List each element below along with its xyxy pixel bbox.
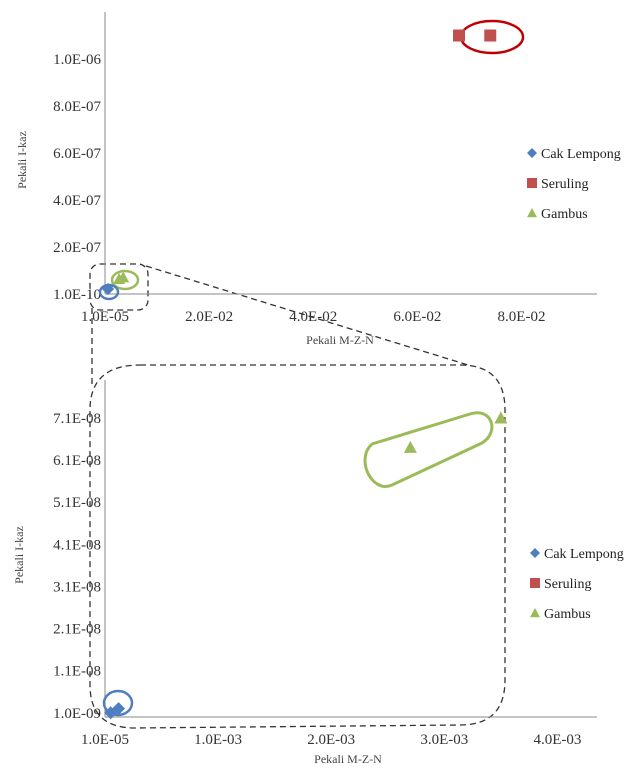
cak-lempong-point	[112, 702, 126, 716]
gambus-point	[494, 411, 508, 424]
top-y-axis-title: Pekali I-kaz	[15, 131, 29, 189]
bot-y-tick-label: 1.1E-08	[53, 664, 101, 680]
bot-y-tick-label: 2.1E-08	[53, 622, 101, 638]
bot-y-tick-label: 1.0E-09	[53, 706, 101, 722]
legend-marker-gambus	[530, 608, 540, 618]
legend-marker-seruling	[527, 178, 537, 188]
bot-x-tick-label: 1.0E-05	[81, 732, 129, 748]
legend-label: Seruling	[544, 577, 591, 592]
top-x-tick-label: 1.0E-05	[81, 309, 129, 325]
bot-x-tick-label: 3.0E-03	[420, 732, 468, 748]
top-x-tick-label: 8.0E-02	[498, 309, 546, 325]
seruling-point	[484, 29, 497, 42]
gambus-highlight-ellipse-bottom	[363, 411, 494, 488]
top-y-tick-label: 4.0E-07	[53, 193, 101, 209]
bot-y-tick-label: 7.1E-08	[53, 411, 101, 427]
seruling-point	[453, 29, 466, 42]
top-y-ticks: 1.0E-10 2.0E-07 4.0E-07 6.0E-07 8.0E-07 1.0E-…	[53, 52, 101, 303]
gambus-point	[403, 440, 417, 453]
bottom-y-axis-title: Pekali I-kaz	[12, 526, 26, 584]
legend-marker-cak-lempong	[527, 148, 537, 158]
legend-label: Cak Lempong	[544, 547, 624, 562]
top-y-tick-label: 1.0E-10	[53, 287, 101, 303]
top-y-tick-label: 6.0E-07	[53, 146, 101, 162]
gambus-point	[117, 271, 130, 283]
bottom-x-ticks: 1.0E-05 1.0E-03 2.0E-03 3.0E-03 4.0E-03	[81, 732, 581, 748]
bottom-data-points	[104, 411, 508, 720]
top-y-tick-label: 1.0E-06	[53, 52, 101, 68]
top-data-points	[102, 29, 497, 295]
bot-x-tick-label: 2.0E-03	[307, 732, 355, 748]
zoom-callout	[89, 263, 506, 729]
top-chart: 1.0E-10 2.0E-07 4.0E-07 6.0E-07 8.0E-07 1.0E-…	[15, 12, 621, 347]
bottom-chart: 1.0E-09 1.1E-08 2.1E-08 3.1E-08 4.1E-08 5.1E-…	[12, 380, 624, 766]
top-y-tick-label: 8.0E-07	[53, 99, 101, 115]
zoom-target-box	[89, 364, 506, 729]
bot-x-tick-label: 1.0E-03	[194, 732, 242, 748]
zoom-source-box	[89, 263, 149, 311]
legend-label: Cak Lempong	[541, 147, 621, 162]
top-y-tick-label: 2.0E-07	[53, 240, 101, 256]
bottom-legend: Cak Lempong Seruling Gambus	[530, 547, 624, 622]
top-x-tick-label: 6.0E-02	[393, 309, 441, 325]
legend-marker-gambus	[527, 208, 537, 218]
legend-label: Gambus	[544, 607, 591, 622]
top-x-tick-label: 2.0E-02	[185, 309, 233, 325]
legend-marker-seruling	[530, 578, 540, 588]
top-x-tick-label: 4.0E-02	[289, 309, 337, 325]
legend-label: Seruling	[541, 177, 588, 192]
legend-marker-cak-lempong	[530, 548, 540, 558]
bottom-y-ticks: 1.0E-09 1.1E-08 2.1E-08 3.1E-08 4.1E-08 5.1E-…	[53, 411, 101, 722]
cak-lempong-point	[102, 283, 114, 295]
bot-y-tick-label: 4.1E-08	[53, 537, 101, 553]
gambus-highlight-ellipse-top	[110, 269, 140, 291]
cak-lempong-highlight-ellipse-bottom	[102, 689, 134, 717]
bot-y-tick-label: 6.1E-08	[53, 453, 101, 469]
top-x-ticks: 1.0E-05 2.0E-02 4.0E-02 6.0E-02 8.0E-02	[81, 309, 545, 325]
bot-x-tick-label: 4.0E-03	[533, 732, 581, 748]
zoom-connector-right	[145, 265, 469, 366]
bot-y-tick-label: 5.1E-08	[53, 495, 101, 511]
bottom-x-axis-title: Pekali M-Z-N	[314, 752, 382, 766]
top-legend: Cak Lempong Seruling Gambus	[527, 147, 621, 222]
bot-y-tick-label: 3.1E-08	[53, 579, 101, 595]
top-x-axis-title: Pekali M-Z-N	[306, 333, 374, 347]
legend-label: Gambus	[541, 207, 588, 222]
